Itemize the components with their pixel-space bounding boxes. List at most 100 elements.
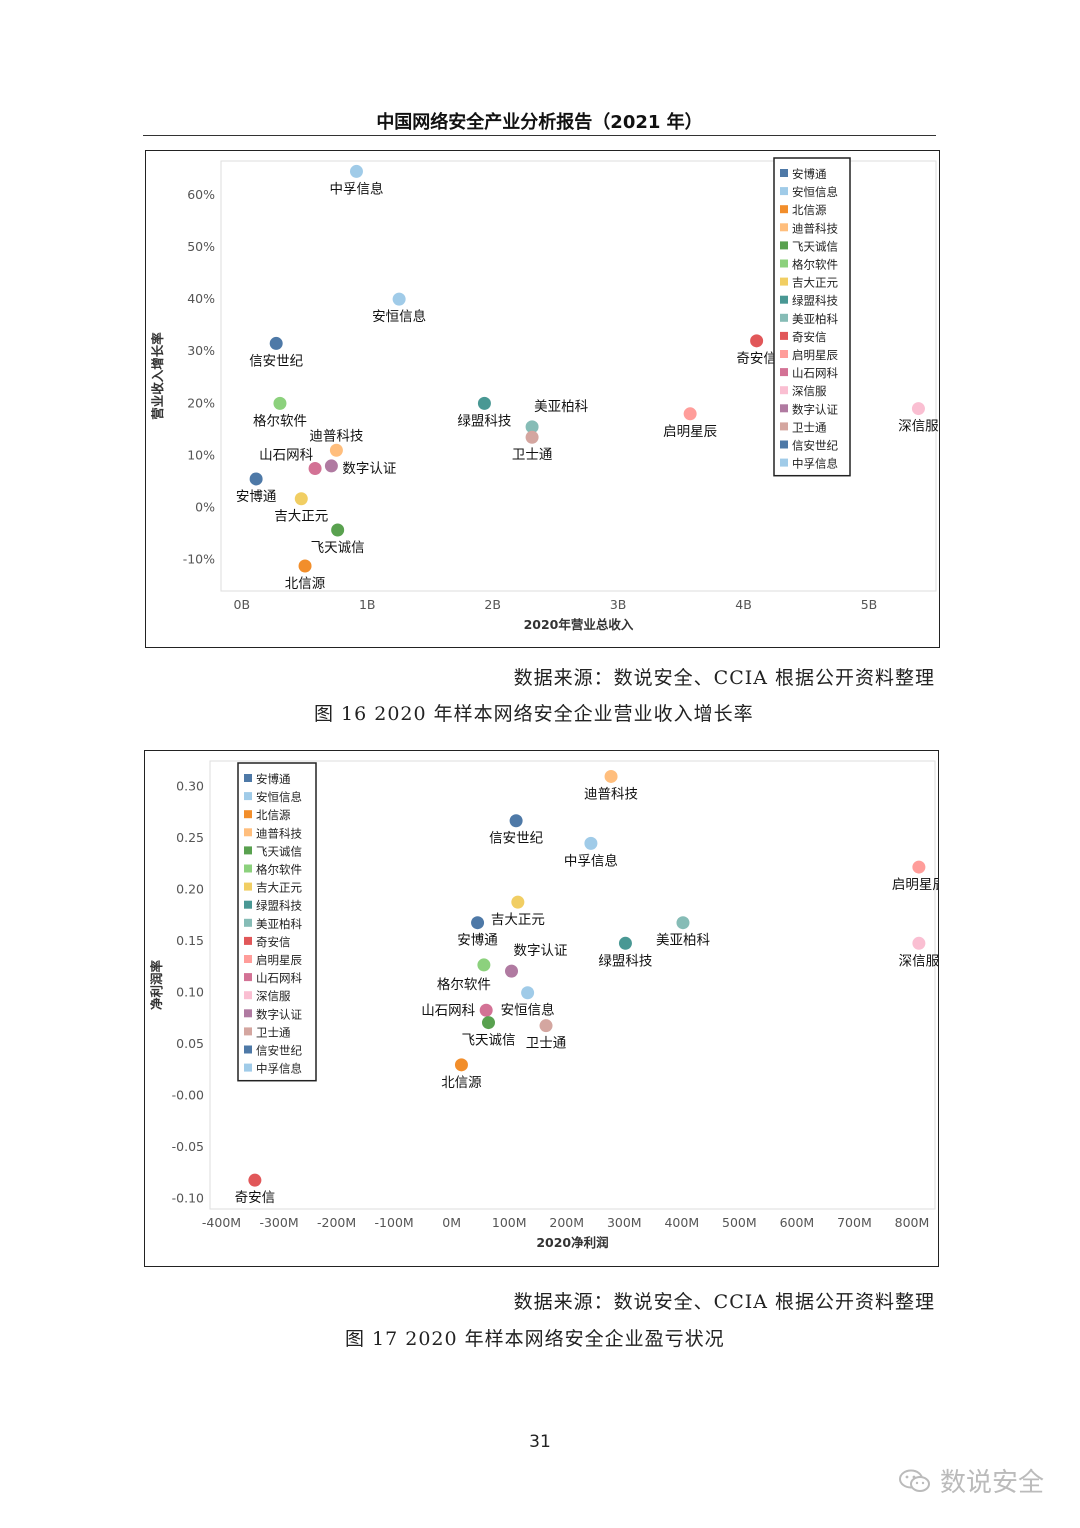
legend-label: 信安世纪: [792, 439, 838, 453]
legend-label: 奇安信: [256, 935, 291, 949]
revenue-growth-chart: -10% 0% 10% 20% 30% 40% 50% 60% 0B 1B 2B 3B 4B 5B 2020…: [145, 150, 940, 648]
legend-swatch: [244, 810, 252, 819]
data-label: 安博通: [236, 488, 277, 505]
legend-swatch: [244, 1045, 252, 1054]
data-label: 格尔软件: [253, 413, 307, 429]
x-tick-label: 600M: [780, 1215, 815, 1230]
legend-swatch: [780, 205, 788, 214]
legend-label: 美亚柏科: [256, 917, 302, 931]
legend-label: 启明星辰: [256, 953, 302, 967]
y-axis-title: 净利润率: [149, 960, 164, 1011]
page-number: 31: [529, 1432, 551, 1452]
x-tick-label: 300M: [607, 1215, 642, 1230]
x-tick-label: -300M: [259, 1215, 298, 1230]
x-tick-label: -100M: [375, 1215, 414, 1230]
data-point: [911, 402, 925, 416]
y-tick-label: -10%: [183, 552, 215, 567]
legend-label: 北信源: [792, 203, 827, 217]
plot-area: [220, 160, 937, 592]
data-label: 深信服: [898, 419, 939, 435]
legend-swatch: [780, 313, 788, 322]
y-tick-label: 0.10: [176, 985, 204, 1000]
legend-swatch: [780, 259, 788, 268]
legend-label: 卫士通: [256, 1025, 291, 1039]
y-axis-title: 营业收入增长率: [150, 332, 165, 420]
legend-swatch: [244, 846, 252, 855]
data-point: [349, 164, 363, 178]
wechat-icon: [898, 1469, 930, 1492]
data-point: [454, 1058, 468, 1072]
y-tick-label: 0.15: [176, 933, 204, 948]
data-label: 启明星辰: [892, 877, 938, 893]
legend-label: 信安世纪: [256, 1044, 302, 1058]
legend-swatch: [780, 458, 788, 467]
data-point: [481, 1016, 495, 1030]
y-tick-label: -0.00: [172, 1088, 204, 1103]
data-point: [249, 472, 263, 486]
data-label: 飞天诚信: [311, 540, 365, 556]
legend-swatch: [780, 223, 788, 232]
legend-label: 安博通: [792, 167, 827, 181]
legend-label: 北信源: [256, 808, 291, 822]
data-label: 安恒信息: [372, 308, 426, 325]
legend-label: 数字认证: [792, 402, 838, 416]
data-point: [521, 986, 535, 1000]
legend-swatch: [780, 277, 788, 286]
figure16-caption: 图 16 2020 年样本网络安全企业营业收入增长率: [314, 703, 754, 725]
legend-label: 格尔软件: [792, 258, 838, 272]
data-point: [479, 1003, 493, 1017]
legend-swatch: [244, 936, 252, 945]
legend-swatch: [244, 1009, 252, 1018]
data-label: 美亚柏科: [534, 399, 588, 415]
data-label: 山石网科: [421, 1003, 475, 1019]
legend-swatch: [244, 991, 252, 1000]
y-tick-label: 20%: [187, 395, 215, 410]
data-label: 数字认证: [514, 943, 568, 959]
data-point: [477, 958, 491, 972]
plot-area: [209, 760, 936, 1210]
data-label: 飞天诚信: [461, 1033, 515, 1049]
legend-label: 深信服: [792, 384, 827, 398]
y-tick-label: 30%: [187, 343, 215, 358]
data-label: 美亚柏科: [656, 933, 710, 949]
x-axis-title: 2020净利润: [536, 1235, 608, 1250]
legend-label: 飞天诚信: [792, 239, 838, 253]
data-point: [912, 936, 926, 950]
x-tick-label: -400M: [202, 1215, 241, 1230]
x-tick-label: 200M: [549, 1215, 584, 1230]
legend-swatch: [780, 295, 788, 304]
data-point: [750, 334, 764, 348]
data-point: [525, 430, 539, 444]
data-label: 奇安信: [235, 1189, 276, 1206]
y-tick-label: 50%: [187, 239, 215, 254]
y-tick-label: -0.10: [172, 1191, 204, 1206]
y-tick-label: 0%: [195, 500, 215, 515]
legend-swatch: [780, 241, 788, 250]
figure16-source: 数据来源：数说安全、CCIA 根据公开资料整理: [513, 667, 935, 689]
data-label: 迪普科技: [584, 786, 638, 802]
data-label: 安博通: [457, 932, 498, 949]
legend-label: 迪普科技: [792, 221, 838, 235]
x-tick-label: 0M: [442, 1215, 461, 1230]
legend-label: 迪普科技: [256, 826, 302, 840]
y-tick-label: 10%: [187, 447, 215, 462]
x-tick-label: 1B: [359, 597, 376, 612]
legend-label: 山石网科: [792, 366, 838, 380]
y-tick-label: -0.05: [172, 1139, 204, 1154]
legend-label: 数字认证: [256, 1007, 302, 1021]
data-label: 中孚信息: [329, 180, 383, 197]
data-point: [477, 396, 491, 410]
data-label: 卫士通: [512, 447, 553, 463]
legend-label: 奇安信: [792, 330, 827, 344]
legend-label: 飞天诚信: [256, 844, 302, 858]
legend-label: 格尔软件: [256, 863, 302, 877]
data-label: 安恒信息: [501, 1002, 555, 1019]
legend-swatch: [244, 882, 252, 891]
data-label: 数字认证: [342, 461, 396, 477]
x-tick-label: 500M: [722, 1215, 757, 1230]
y-tick-label: 0.20: [176, 882, 204, 897]
data-label: 山石网科: [259, 448, 313, 464]
x-axis-title: 2020年营业总收入: [524, 617, 634, 632]
data-label: 中孚信息: [564, 852, 618, 869]
legend-label: 美亚柏科: [792, 312, 838, 326]
